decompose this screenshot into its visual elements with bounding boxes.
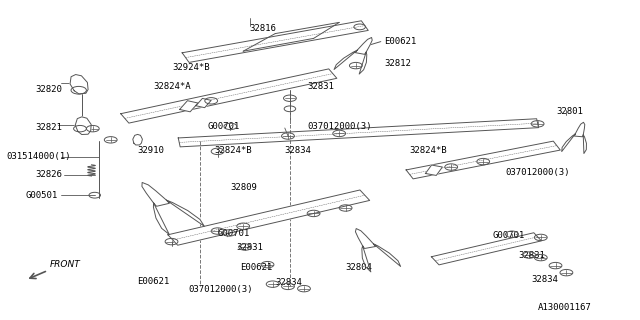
Polygon shape xyxy=(355,228,401,272)
Text: E00621: E00621 xyxy=(384,37,416,46)
Text: 32821: 32821 xyxy=(35,124,62,132)
Text: 32804: 32804 xyxy=(346,263,372,272)
Polygon shape xyxy=(76,117,91,134)
Polygon shape xyxy=(179,119,538,147)
Text: E00621: E00621 xyxy=(240,263,272,272)
Polygon shape xyxy=(70,75,88,94)
Polygon shape xyxy=(168,190,370,245)
Text: 32812: 32812 xyxy=(384,60,411,68)
Text: 32826: 32826 xyxy=(35,170,62,179)
Polygon shape xyxy=(562,122,586,154)
Text: FRONT: FRONT xyxy=(50,260,81,269)
Text: 32824*B: 32824*B xyxy=(214,146,252,155)
Text: 32924*B: 32924*B xyxy=(173,63,211,72)
Text: G00501: G00501 xyxy=(26,191,58,200)
Text: 32834: 32834 xyxy=(285,146,312,155)
Text: 32831: 32831 xyxy=(237,244,264,252)
Text: 031514000(1): 031514000(1) xyxy=(6,152,71,161)
Polygon shape xyxy=(406,141,560,179)
Text: 32816: 32816 xyxy=(250,24,276,33)
Text: 037012000(3): 037012000(3) xyxy=(189,285,253,294)
Polygon shape xyxy=(182,21,368,62)
Text: G00701: G00701 xyxy=(218,229,250,238)
Polygon shape xyxy=(334,37,372,74)
Text: 037012000(3): 037012000(3) xyxy=(307,122,372,131)
Text: 32834: 32834 xyxy=(275,278,302,287)
Text: 32824*A: 32824*A xyxy=(154,82,191,91)
Text: 32834: 32834 xyxy=(531,275,558,284)
Text: 32801: 32801 xyxy=(557,108,584,116)
Polygon shape xyxy=(121,69,337,123)
Text: 32820: 32820 xyxy=(35,85,62,94)
Text: 32824*B: 32824*B xyxy=(410,146,447,155)
Polygon shape xyxy=(426,165,442,175)
Polygon shape xyxy=(180,101,198,112)
Text: A130001167: A130001167 xyxy=(538,303,591,312)
Text: E00621: E00621 xyxy=(138,277,170,286)
Text: G00701: G00701 xyxy=(208,122,240,131)
Polygon shape xyxy=(142,182,204,235)
Polygon shape xyxy=(133,134,143,145)
Polygon shape xyxy=(431,233,541,265)
Text: G00701: G00701 xyxy=(493,231,525,240)
Text: 32831: 32831 xyxy=(518,252,545,260)
Text: 32831: 32831 xyxy=(307,82,334,91)
Polygon shape xyxy=(196,99,211,108)
Text: 32809: 32809 xyxy=(230,183,257,192)
Text: 037012000(3): 037012000(3) xyxy=(506,168,570,177)
Text: 32910: 32910 xyxy=(138,146,164,155)
